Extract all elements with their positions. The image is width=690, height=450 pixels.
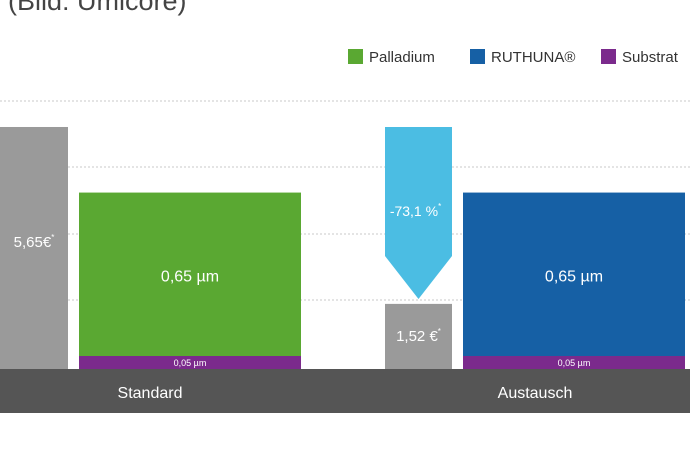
coating-bar-1	[463, 192, 685, 356]
category-label-austausch: Austausch	[498, 385, 573, 402]
reduction-arrow-label: -73,1 %*	[390, 202, 441, 219]
reduction-arrow-footnote: *	[438, 202, 441, 211]
coating-label-1: 0,65 µm	[545, 268, 603, 285]
reduction-arrow	[385, 126, 452, 299]
bars: 5,65€* 1,52 €* 0,05 µm 0,05 µm 0,65 µm 0,65 µ…	[0, 126, 685, 369]
legend-label-1: RUTHUNA®	[491, 49, 575, 66]
category-axis: Standard Austausch	[0, 369, 690, 413]
legend-label-2: Substrat	[622, 49, 679, 66]
legend-swatch-2	[601, 49, 616, 64]
substrat-label-2: 0,05 µm	[174, 358, 207, 368]
coating-bar-0	[79, 192, 301, 356]
category-label-standard: Standard	[118, 385, 183, 402]
category-axis-band	[0, 369, 690, 413]
cost-bar-0	[0, 126, 68, 369]
cost-bar-footnote-1: *	[438, 327, 441, 336]
legend-swatch-0	[348, 49, 363, 64]
image-credit-caption: (Bild: Umicore)	[8, 0, 187, 16]
substrat-bar-2	[79, 356, 301, 369]
substrat-label-3: 0,05 µm	[558, 358, 591, 368]
cost-bar-footnote-0: *	[51, 233, 54, 242]
cost-bar-label-0: 5,65€*	[14, 233, 55, 251]
substrat-bar-3	[463, 356, 685, 369]
cost-bar-label-1: 1,52 €*	[396, 327, 441, 345]
legend: Palladium RUTHUNA® Substrat	[348, 49, 679, 66]
legend-label-0: Palladium	[369, 49, 435, 66]
gridlines	[0, 100, 690, 301]
coating-label-0: 0,65 µm	[161, 268, 219, 285]
legend-swatch-1	[470, 49, 485, 64]
cost-bar-1	[385, 303, 452, 369]
